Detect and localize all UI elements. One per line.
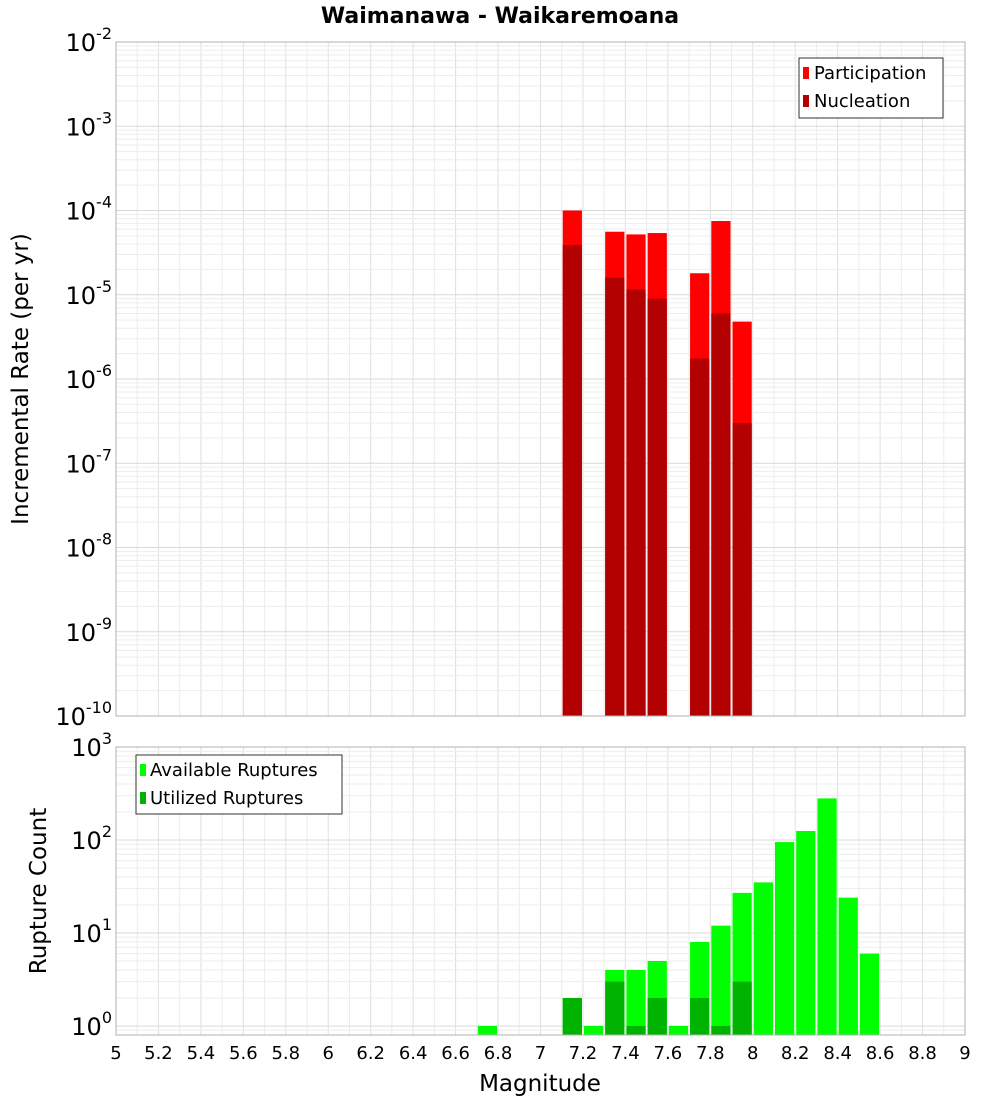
x-tick-label: 7.8 <box>696 1043 725 1064</box>
rate-plot-frame <box>115 41 966 717</box>
y-tick-label: 10-7 <box>66 445 113 478</box>
bar-available-ruptures <box>668 1025 689 1035</box>
utilized-legend-swatch <box>140 792 146 804</box>
bar-overlay-utilized-ruptures <box>711 1025 731 1035</box>
y-tick-label: 10-9 <box>66 614 113 647</box>
rupture-y-ticks: 100 101 102 103 <box>71 729 112 1041</box>
x-tick-label: 5.4 <box>187 1043 216 1064</box>
y-tick-label: 10-10 <box>55 698 112 731</box>
x-tick-label: 5.2 <box>144 1043 173 1064</box>
bar-available-ruptures <box>753 882 773 1035</box>
x-tick-label: 6 <box>323 1043 334 1064</box>
bar-overlay-utilized-ruptures <box>647 997 667 1035</box>
bar-available-ruptures <box>774 842 795 1035</box>
bar-overlay-utilized-ruptures <box>626 1025 646 1035</box>
y-tick-label: 103 <box>71 729 112 762</box>
rate-bars <box>562 210 752 717</box>
x-tick-label: 8.6 <box>866 1043 895 1064</box>
rate-y-ticks: 10-10 10-9 10-8 10-7 10-6 10-5 10-4 10-3 10-2 <box>55 24 112 731</box>
bar-available-ruptures <box>796 830 816 1035</box>
x-tick-label: 5.6 <box>229 1043 258 1064</box>
rate-y-axis-label: Incremental Rate (per yr) <box>8 233 34 525</box>
nucleation-legend-swatch <box>803 95 809 107</box>
bar-overlay-nucleation <box>711 313 731 716</box>
rupture-bars <box>477 798 880 1035</box>
bar-available-ruptures <box>711 925 731 1035</box>
x-tick-label: 8 <box>747 1043 758 1064</box>
x-tick-label: 9 <box>959 1043 970 1064</box>
magnitude-x-ticks: 5 5.2 5.4 5.6 5.8 6 6.2 6.4 6.6 6.8 7 7.2 7.4 7.6 7.8 8… <box>110 1043 970 1064</box>
x-tick-label: 8.2 <box>781 1043 810 1064</box>
x-tick-label: 8.8 <box>908 1043 937 1064</box>
y-tick-label: 10-8 <box>66 530 113 563</box>
rupture-count-panel: 100 101 102 103 5 5.2 5.4 5.6 5.8 6 6.2 6.4 6.6 6.8 7… <box>26 729 971 1097</box>
bar-available-ruptures <box>859 953 880 1035</box>
bar-overlay-nucleation <box>690 358 710 716</box>
bar-available-ruptures <box>477 1025 498 1035</box>
y-tick-label: 101 <box>71 915 112 948</box>
y-tick-label: 10-2 <box>66 24 113 57</box>
y-tick-label: 102 <box>71 822 112 855</box>
bar-overlay-nucleation <box>626 289 646 716</box>
x-tick-label: 5.8 <box>271 1043 300 1064</box>
rate-grid <box>115 41 966 717</box>
rupture-y-axis-label: Rupture Count <box>26 808 52 974</box>
participation-legend-label: Participation <box>814 63 926 84</box>
y-tick-label: 10-3 <box>66 108 113 141</box>
y-tick-label: 10-4 <box>66 193 113 226</box>
bar-available-ruptures <box>583 1025 604 1035</box>
available-legend-swatch <box>140 764 146 776</box>
x-axis-label: Magnitude <box>479 1071 601 1097</box>
bar-available-ruptures <box>817 798 837 1035</box>
y-tick-label: 10-6 <box>66 361 113 394</box>
bar-overlay-nucleation <box>605 277 625 716</box>
chart-title: Waimanawa - Waikaremoana <box>321 4 679 29</box>
bar-available-ruptures <box>626 969 646 1035</box>
x-tick-label: 6.6 <box>441 1043 470 1064</box>
x-tick-label: 6.2 <box>356 1043 385 1064</box>
x-tick-label: 7.6 <box>654 1043 683 1064</box>
rate-legend: Participation Nucleation <box>798 57 944 119</box>
utilized-legend-label: Utilized Ruptures <box>150 788 303 809</box>
bar-overlay-utilized-ruptures <box>690 997 710 1035</box>
x-tick-label: 7.2 <box>569 1043 598 1064</box>
participation-legend-swatch <box>803 67 809 79</box>
x-tick-label: 6.8 <box>484 1043 513 1064</box>
rate-panel: 10-10 10-9 10-8 10-7 10-6 10-5 10-4 10-3 10-2 In… <box>8 24 966 731</box>
y-tick-label: 100 <box>71 1008 112 1041</box>
available-legend-label: Available Ruptures <box>150 760 318 781</box>
bar-overlay-utilized-ruptures <box>605 981 625 1035</box>
x-tick-label: 6.4 <box>399 1043 428 1064</box>
x-tick-label: 7.4 <box>611 1043 640 1064</box>
bar-overlay-utilized-ruptures <box>562 997 582 1035</box>
bar-overlay-nucleation <box>562 244 582 716</box>
rupture-legend: Available Ruptures Utilized Ruptures <box>135 754 343 815</box>
bar-overlay-nucleation <box>647 298 667 716</box>
y-tick-label: 10-5 <box>66 277 113 310</box>
bar-overlay-nucleation <box>732 423 752 716</box>
nucleation-legend-label: Nucleation <box>814 91 910 112</box>
x-tick-label: 7 <box>535 1043 546 1064</box>
x-tick-label: 5 <box>110 1043 121 1064</box>
rupture-plot-frame <box>115 746 966 1036</box>
bar-overlay-utilized-ruptures <box>732 981 752 1035</box>
rupture-legend-box <box>135 754 343 815</box>
x-tick-label: 8.4 <box>823 1043 852 1064</box>
rate-legend-box <box>798 57 944 119</box>
bar-available-ruptures <box>838 897 858 1035</box>
